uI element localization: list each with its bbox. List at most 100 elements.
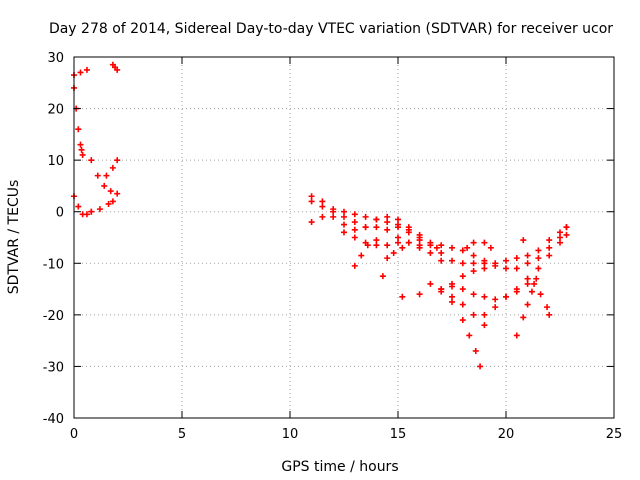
data-point	[470, 252, 477, 259]
data-point	[557, 234, 563, 241]
x-tick-label: 25	[606, 427, 623, 442]
data-point	[351, 211, 358, 218]
chart-title: Day 278 of 2014, Sidereal Day-to-day VTE…	[49, 21, 613, 37]
data-point	[503, 257, 509, 264]
data-point	[96, 206, 103, 213]
data-point	[537, 291, 544, 298]
x-tick-label: 0	[70, 427, 78, 442]
data-point	[524, 252, 531, 259]
data-point	[477, 363, 484, 370]
data-point	[373, 242, 380, 249]
data-point	[438, 249, 445, 256]
data-point	[438, 257, 445, 264]
data-point	[449, 257, 455, 264]
x-tick-label: 15	[390, 427, 407, 442]
data-point	[563, 224, 570, 231]
data-point	[373, 216, 380, 223]
data-point	[351, 262, 358, 269]
data-point	[503, 265, 509, 272]
data-point	[438, 288, 445, 295]
data-point	[524, 275, 531, 282]
data-point	[399, 293, 406, 300]
data-point	[492, 296, 499, 303]
data-point	[470, 268, 477, 275]
data-point	[384, 255, 391, 262]
series-track-05	[88, 198, 116, 215]
data-point	[88, 157, 95, 164]
series-track-07	[103, 157, 121, 179]
data-point	[88, 208, 95, 215]
data-point	[75, 126, 82, 133]
data-point	[330, 208, 337, 215]
data-point	[395, 224, 401, 231]
series-track-24	[520, 275, 540, 321]
data-point	[114, 66, 121, 73]
data-point	[109, 198, 116, 205]
data-point	[379, 273, 386, 280]
plot-frame	[73, 56, 615, 419]
data-point	[557, 239, 563, 246]
data-point	[481, 239, 488, 246]
series-outliers	[379, 237, 527, 339]
data-point	[308, 219, 315, 226]
data-point	[557, 229, 563, 236]
data-point	[470, 239, 477, 246]
data-point	[438, 242, 445, 249]
series-track-16	[464, 239, 494, 251]
data-point	[373, 237, 380, 244]
data-point	[481, 293, 488, 300]
data-point	[341, 208, 347, 215]
data-point	[433, 244, 440, 251]
data-point	[563, 231, 570, 238]
x-axis-label: GPS time / hours	[281, 459, 398, 475]
data-point	[416, 237, 423, 244]
data-point	[472, 347, 479, 354]
data-point	[481, 260, 488, 267]
data-point	[364, 242, 371, 249]
data-point	[395, 234, 401, 241]
data-point	[114, 157, 121, 164]
series-track-23	[524, 275, 553, 318]
data-point	[107, 188, 114, 195]
data-point	[399, 244, 406, 251]
data-point	[83, 66, 90, 73]
data-point	[535, 255, 542, 262]
data-point	[319, 198, 326, 205]
data-point	[103, 172, 110, 179]
y-tick-label: -20	[43, 309, 64, 324]
data-point	[481, 322, 488, 329]
data-point	[524, 260, 531, 267]
data-point	[114, 190, 121, 197]
data-point	[513, 332, 520, 339]
data-point	[83, 211, 90, 218]
y-tick-label: 30	[47, 51, 64, 66]
data-point	[459, 286, 466, 293]
series-track-11	[341, 229, 423, 249]
data-point	[308, 198, 315, 205]
data-point	[520, 314, 527, 321]
data-point	[466, 332, 473, 339]
data-point	[535, 265, 542, 272]
data-point	[330, 213, 337, 220]
data-point	[535, 247, 542, 254]
data-point	[470, 291, 477, 298]
data-point	[373, 224, 380, 231]
series-track-03	[109, 61, 121, 73]
series-track-17	[416, 280, 484, 370]
data-point	[94, 172, 101, 179]
y-tick-label: 20	[47, 103, 64, 118]
data-point	[362, 213, 369, 220]
data-point	[416, 242, 423, 249]
data-point	[546, 244, 553, 251]
y-tick-label: -10	[43, 257, 64, 272]
data-point	[449, 293, 455, 300]
data-point	[351, 234, 358, 241]
data-point	[470, 260, 477, 267]
data-point	[492, 304, 499, 311]
data-point	[531, 280, 538, 287]
series-track-15	[438, 242, 509, 272]
data-point	[341, 213, 347, 220]
data-point	[546, 311, 553, 318]
data-point	[384, 219, 391, 226]
